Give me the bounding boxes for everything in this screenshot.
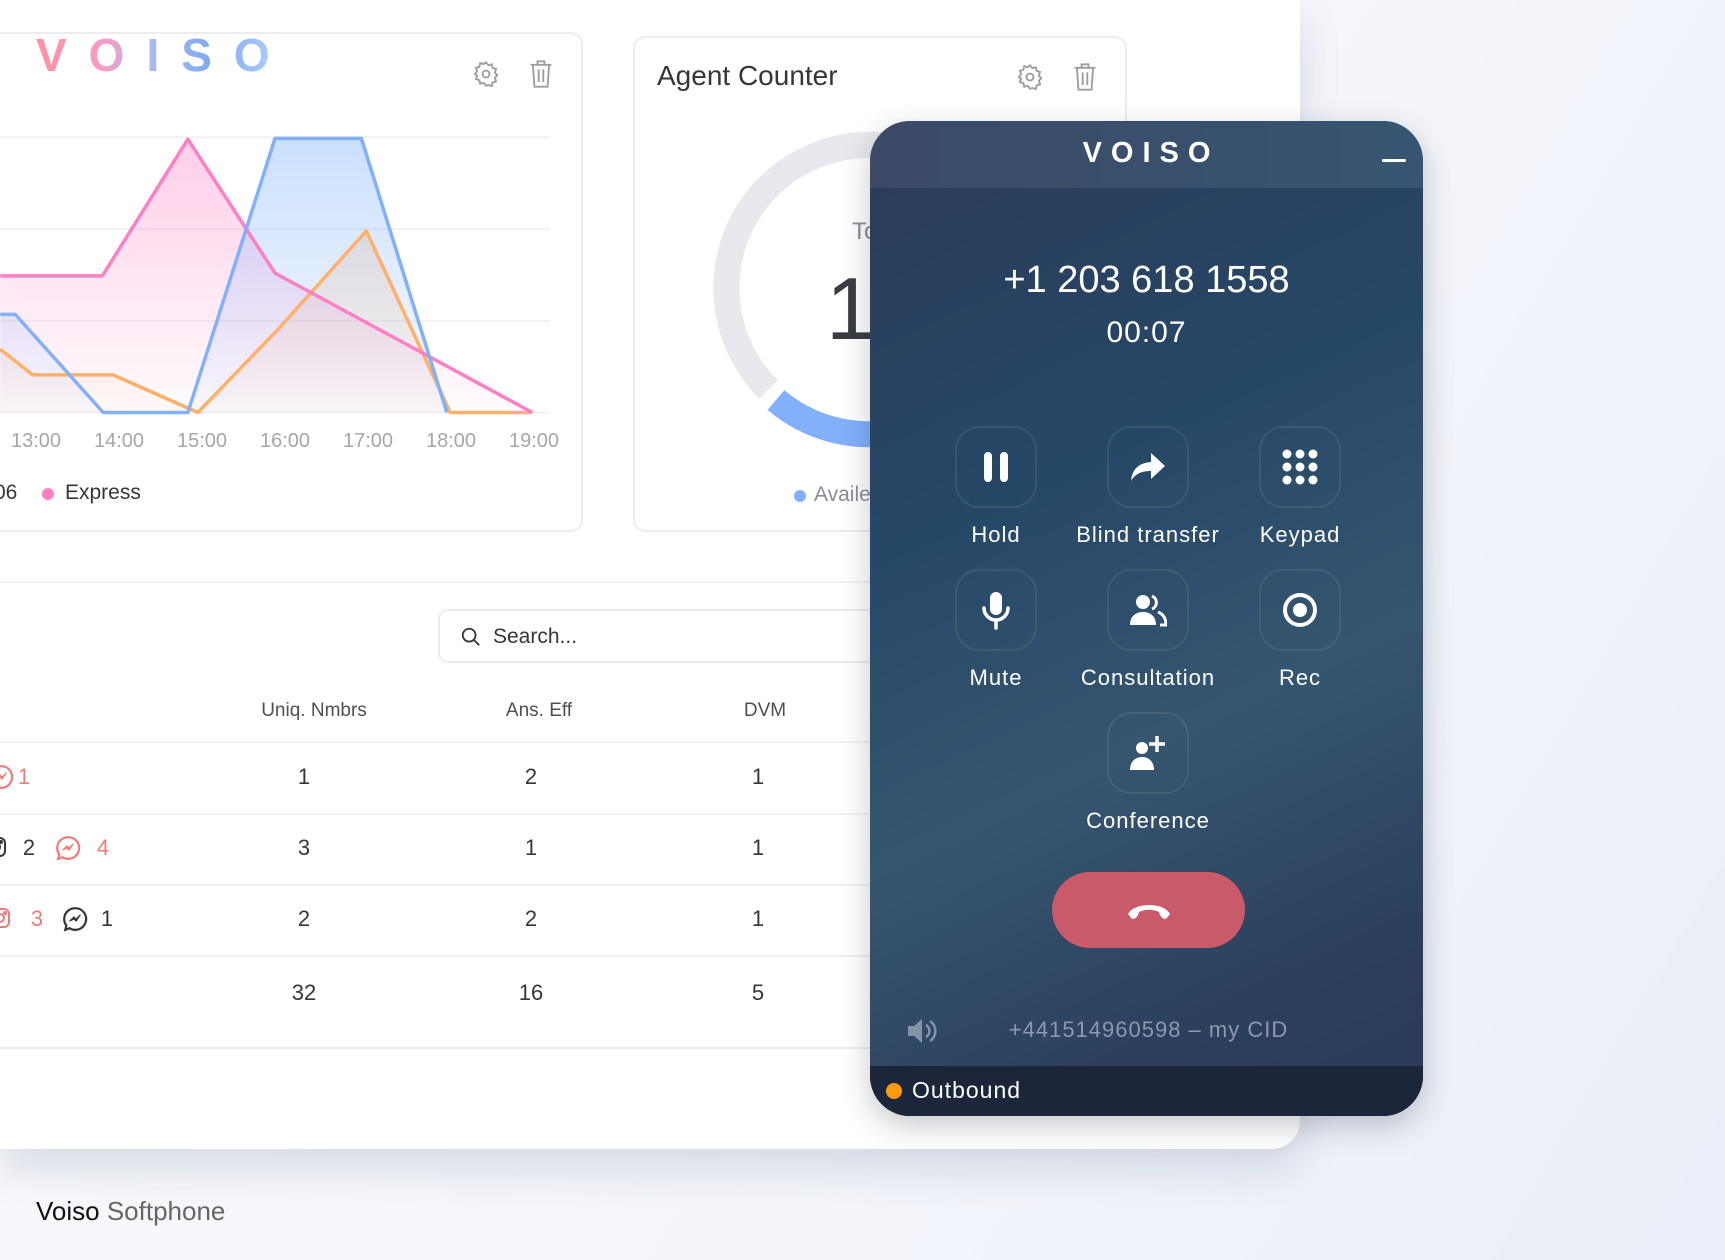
x-tick-label: 13:00 [10,430,62,452]
table-cell: 2 [297,906,311,931]
total-cell: 16 [518,980,544,1005]
messenger-icon [55,835,81,866]
divider [0,581,1300,583]
line-chart [0,136,550,415]
softphone-header [870,121,1423,188]
microphone-icon [980,590,1012,630]
gear-icon[interactable] [1016,63,1044,96]
action-label: Hold [971,522,1021,547]
blind-transfer-button[interactable] [1107,426,1189,508]
action-label: Blind transfer [1076,522,1220,547]
divider [0,884,1300,886]
forward-arrow-icon [1129,451,1167,483]
action-label: Mute [969,665,1023,690]
channel-count: 3 [30,906,44,931]
conference-button[interactable] [1107,712,1189,794]
agent-counter-title: Agent Counter [657,60,838,91]
x-tick-label: 14:00 [93,430,145,452]
table-cell: 1 [751,764,765,789]
table-cell: 3 [297,835,311,860]
status-bar: Outbound [870,1066,1423,1116]
trash-icon[interactable] [527,59,555,94]
status-dot [886,1083,902,1099]
series-line [0,137,534,415]
table-cell: 1 [751,835,765,860]
keypad-icon [1282,449,1318,485]
instagram-icon [0,835,8,864]
legend-dot-available [794,490,806,502]
pause-icon [981,450,1011,484]
phone-hangup-icon [1127,905,1170,919]
hold-button[interactable] [955,426,1037,508]
legend-dot-express [42,488,54,500]
table-cell: 2 [524,906,538,931]
table-cell: 1 [751,906,765,931]
keypad-button[interactable] [1259,426,1341,508]
channel-count: 4 [96,835,110,860]
channel-count: 1 [17,764,31,789]
table-cell: 1 [297,764,311,789]
footer-product: Softphone [106,1196,226,1226]
consultation-button[interactable] [1107,569,1189,651]
x-tick-label: 19:00 [508,430,560,452]
speaker-icon[interactable] [906,1016,938,1046]
total-value: 1 [826,259,875,358]
instagram-icon [0,906,12,935]
action-label: Conference [1086,808,1210,833]
action-label: Consultation [1080,665,1216,690]
column-header-uniq-nmbrs[interactable]: Uniq. Nmbrs [261,700,367,721]
rec-button[interactable] [1259,569,1341,651]
channel-count: 1 [100,906,114,931]
x-tick-label: 17:00 [342,430,394,452]
total-cell: 5 [751,980,765,1005]
footer-brand: Voiso [36,1196,100,1226]
divider [0,813,1300,815]
action-label: Rec [1278,665,1322,690]
search-input[interactable]: Search... [438,609,938,663]
divider [0,741,1300,743]
mute-button[interactable] [955,569,1037,651]
x-tick-label: 15:00 [176,430,228,452]
messenger-icon [0,764,14,795]
search-placeholder: Search... [493,625,578,648]
call-number: +1 203 618 1558 [1003,259,1290,301]
gear-icon[interactable] [472,60,500,93]
footer-caption: Voiso Softphone [36,1196,225,1227]
table-cell: 1 [524,835,538,860]
caller-id[interactable]: +441514960598 – my CID [1008,1017,1289,1042]
search-icon [461,627,480,646]
record-icon [1282,592,1318,628]
legend-item-available: Availe [814,483,871,506]
divider [0,1047,1300,1049]
voiso-logo: VOISO [36,29,292,81]
legend-item-express: Express [65,481,141,504]
call-timer: 00:07 [1106,316,1187,349]
table-cell: 2 [524,764,538,789]
softphone-widget: VOISO +1 203 618 1558 00:07 Hold Blind tr… [870,121,1423,1116]
x-tick-label: 16:00 [259,430,311,452]
hangup-button[interactable] [1052,872,1245,948]
series-line [0,136,449,415]
trash-icon[interactable] [1071,62,1099,97]
divider [0,955,1300,957]
column-header-dvm[interactable]: DVM [743,700,787,721]
status-label: Outbound [912,1077,1022,1103]
series-area [0,138,447,413]
messenger-icon [62,906,88,937]
channel-count: 2 [22,835,36,860]
legend-item-06: 06 [0,481,18,504]
minimize-button[interactable] [1382,159,1406,162]
action-label: Keypad [1259,522,1341,547]
user-plus-icon [1129,734,1167,772]
softphone-brand: VOISO [1082,137,1220,169]
column-header-ans-eff[interactable]: Ans. Eff [505,700,573,721]
total-cell: 32 [291,980,317,1005]
users-icon [1129,593,1167,627]
x-tick-label: 18:00 [425,430,477,452]
